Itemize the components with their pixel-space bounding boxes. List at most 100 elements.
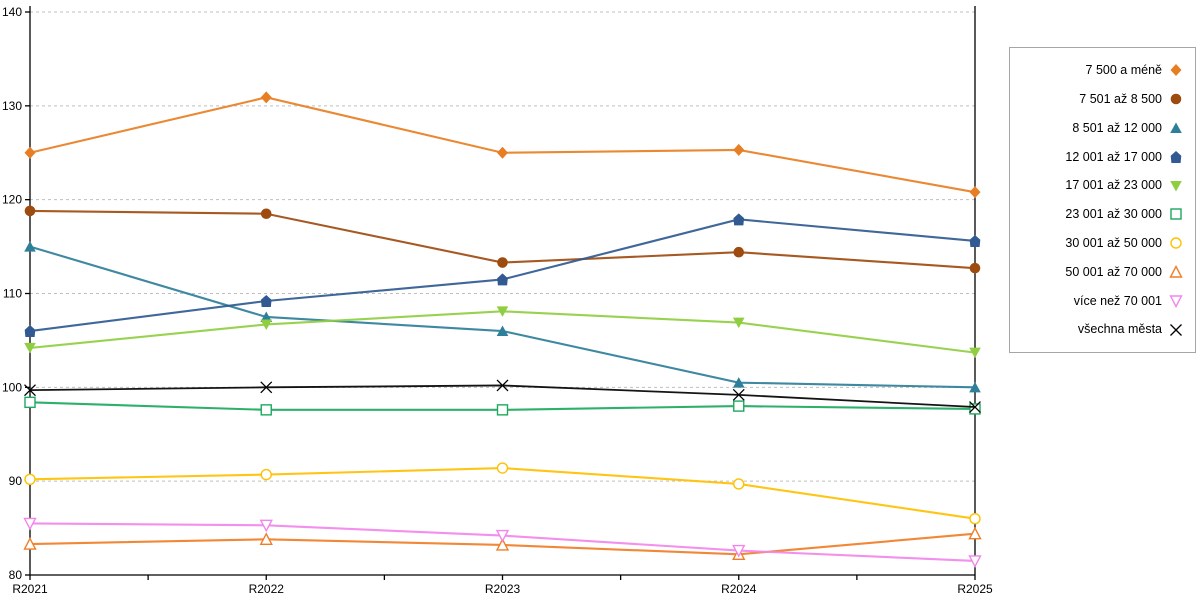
legend-item-6[interactable]: 30 001 až 50 000 (1016, 235, 1185, 251)
pentagon-marker-icon (497, 273, 508, 286)
x-cross-marker-icon (732, 388, 745, 401)
triangle-up-marker-icon (969, 381, 981, 393)
pentagon-marker-icon (24, 325, 36, 338)
pentagon-marker-icon (260, 295, 272, 308)
x-tick-label: R2023 (485, 582, 521, 596)
triangle-down-marker-icon (260, 319, 273, 330)
x-tick-label: R2024 (721, 582, 757, 596)
legend-label: 7 501 až 8 500 (1079, 91, 1162, 106)
circle-open-marker-icon (1170, 237, 1182, 249)
square-open-marker-icon (733, 400, 745, 412)
triangle-up-open-marker-icon (1169, 264, 1183, 278)
triangle-down-marker-icon (969, 347, 981, 359)
legend-marker (1170, 208, 1182, 221)
triangle-up-marker-icon (260, 311, 273, 322)
x-tick-label: R2022 (249, 582, 285, 596)
y-tick-label: 110 (3, 287, 22, 301)
triangle-up-open-marker-icon (495, 537, 510, 551)
circle-marker-icon (497, 257, 508, 268)
axes: 80 90 100 110 120 130 140 R2021 R2022 R2023 R2024 R… (2, 5, 993, 596)
legend-marker (1170, 150, 1182, 163)
series-3 (24, 213, 981, 338)
legend-item-7[interactable]: 50 001 až 70 000 (1016, 264, 1185, 280)
legend-marker (1170, 64, 1182, 77)
x-cross-marker-icon (24, 384, 36, 397)
diamond-marker-icon (24, 146, 36, 159)
square-open-marker-icon (260, 404, 272, 416)
triangle-down-marker-icon (24, 342, 36, 354)
legend-item-2[interactable]: 8 501 až 12 000 (1016, 120, 1185, 136)
series-6 (24, 462, 981, 525)
series-2 (24, 241, 981, 393)
triangle-down-open-marker-icon (23, 517, 37, 531)
legend-item-9[interactable]: všechna města (1016, 322, 1185, 338)
triangle-up-marker-icon (732, 377, 745, 388)
y-tick-label: 80 (9, 568, 23, 582)
triangle-down-open-marker-icon (732, 544, 746, 558)
pentagon-marker-icon (733, 213, 745, 226)
series-0 (24, 91, 981, 199)
series-7 (23, 526, 982, 561)
legend-label: všechna města (1077, 322, 1162, 337)
pentagon-marker-icon (1170, 150, 1182, 163)
triangle-down-open-marker-icon (259, 519, 273, 533)
y-tick-label: 140 (2, 5, 22, 19)
triangle-up-open-marker-icon (259, 532, 273, 546)
series-line (29, 384, 976, 408)
x-cross-marker-icon (969, 401, 981, 413)
x-cross-marker-icon (1170, 323, 1182, 336)
triangle-down-marker-icon (732, 317, 745, 329)
x-cross-marker-icon (260, 381, 273, 394)
legend-marker (1169, 295, 1183, 308)
y-tick-label: 100 (2, 380, 22, 394)
y-tick-label: 120 (2, 193, 22, 207)
diamond-marker-icon (1170, 64, 1182, 77)
legend-label: 50 001 až 70 000 (1065, 264, 1162, 279)
square-open-marker-icon (1170, 208, 1182, 221)
chart-legend: 7 500 a méně 7 501 až 8 500 8 501 až 12 00… (1009, 47, 1196, 353)
diamond-marker-icon (497, 146, 508, 159)
series-4 (24, 306, 981, 359)
x-tick-label: R2021 (12, 582, 48, 596)
triangle-up-marker-icon (1170, 122, 1182, 133)
legend-label: 30 001 až 50 000 (1065, 235, 1162, 250)
legend-marker (1169, 264, 1183, 278)
legend-item-1[interactable]: 7 501 až 8 500 (1016, 91, 1185, 107)
legend-item-8[interactable]: více než 70 001 (1016, 293, 1185, 309)
series-1 (24, 205, 981, 274)
legend-marker (1170, 93, 1182, 105)
series-5 (24, 396, 981, 416)
legend-marker (1170, 323, 1182, 336)
circle-open-marker-icon (496, 462, 509, 474)
legend-item-3[interactable]: 12 001 až 17 000 (1016, 149, 1185, 165)
legend-marker (1170, 122, 1182, 133)
legend-marker (1170, 237, 1182, 249)
circle-open-marker-icon (733, 478, 745, 490)
triangle-up-open-marker-icon (23, 537, 37, 550)
circle-open-marker-icon (260, 468, 272, 481)
circle-marker-icon (1170, 93, 1182, 105)
legend-item-4[interactable]: 17 001 až 23 000 (1016, 178, 1185, 194)
circle-open-marker-icon (24, 473, 36, 485)
diamond-marker-icon (733, 143, 745, 156)
legend-item-0[interactable]: 7 500 a méně (1016, 62, 1185, 78)
pentagon-marker-icon (969, 234, 981, 247)
legend-label: 23 001 až 30 000 (1065, 207, 1162, 222)
x-tick-label: R2025 (957, 582, 993, 596)
y-tick-label: 130 (2, 99, 22, 113)
triangle-down-marker-icon (496, 306, 509, 317)
series-line (29, 96, 976, 194)
triangle-up-marker-icon (496, 325, 509, 337)
square-open-marker-icon (969, 403, 981, 415)
legend-marker (1170, 180, 1182, 192)
diamond-marker-icon (969, 186, 981, 199)
circle-open-marker-icon (969, 513, 981, 525)
series-9 (24, 379, 981, 413)
circle-marker-icon (24, 205, 36, 217)
legend-item-5[interactable]: 23 001 až 30 000 (1016, 206, 1185, 222)
series-8 (23, 517, 982, 568)
series-line (29, 466, 976, 520)
triangle-up-open-marker-icon (968, 526, 982, 540)
